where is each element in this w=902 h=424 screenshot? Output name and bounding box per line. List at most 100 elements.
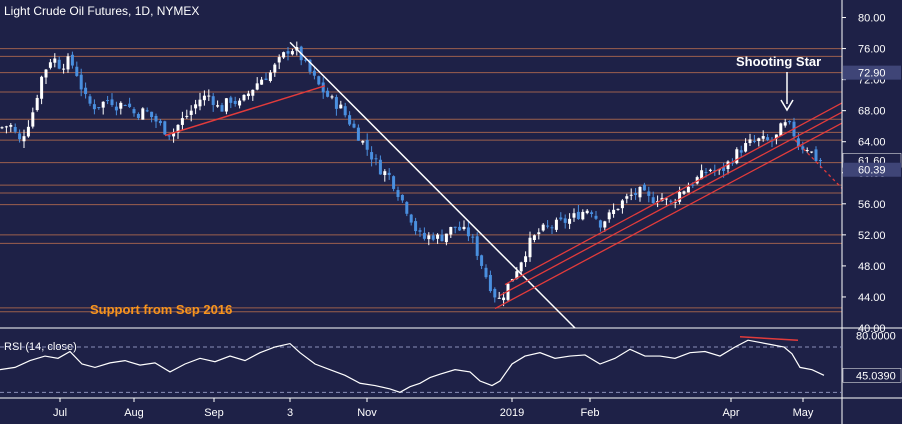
x-tick-label-1: Aug	[124, 407, 144, 419]
candle-body-51	[224, 98, 228, 112]
candle-body-60	[264, 78, 268, 80]
candle-body-44	[194, 104, 198, 109]
candle-body-146	[642, 184, 646, 191]
candle-body-81	[356, 127, 360, 141]
candle-body-76	[334, 97, 338, 109]
candle-body-95	[418, 230, 422, 232]
candle-body-21	[92, 104, 96, 110]
y-tick-label-6: 56.00	[858, 199, 886, 211]
candle-body-143	[629, 194, 633, 196]
candle-body-127	[559, 217, 563, 220]
y-tick-label-3: 68.00	[858, 106, 886, 118]
candle-body-2	[9, 125, 13, 127]
candle-body-17	[75, 66, 79, 76]
candle-body-75	[330, 96, 334, 98]
candle-body-50	[220, 105, 224, 112]
candle-body-38	[167, 135, 171, 137]
candle-body-53	[233, 100, 237, 104]
candle-body-124	[546, 225, 550, 227]
candle-body-25	[110, 99, 114, 106]
rsi-line	[0, 339, 825, 393]
candle-body-135	[594, 215, 598, 219]
candle-body-152	[669, 200, 673, 202]
candle-body-100	[440, 234, 444, 242]
y-tick-label-0: 80.00	[858, 13, 886, 25]
candle-body-139	[612, 209, 616, 215]
channel-line-mid	[499, 111, 843, 296]
candle-body-89	[392, 176, 396, 189]
candle-body-156	[686, 186, 690, 193]
candle-body-12	[53, 58, 57, 63]
candle-body-28	[123, 105, 127, 107]
candle-body-78	[343, 106, 347, 116]
rsi-divergence-line	[739, 336, 799, 341]
candle-body-71	[312, 70, 316, 76]
candle-body-84	[370, 152, 374, 160]
price-badge-label-2: 60.39	[858, 165, 886, 177]
candle-body-138	[607, 212, 611, 220]
candle-body-132	[581, 211, 585, 220]
candle-body-133	[585, 210, 589, 214]
candle-body-112	[493, 288, 497, 298]
candle-body-24	[106, 100, 110, 102]
candle-body-134	[590, 212, 594, 214]
candle-body-177	[779, 123, 783, 137]
dotted-projection	[794, 139, 843, 189]
candle-body-16	[70, 54, 74, 66]
x-tick-label-7: Apr	[722, 407, 739, 419]
candle-body-145	[638, 186, 642, 198]
candle-body-113	[497, 297, 501, 299]
annotation-shooting-star: Shooting Star	[736, 54, 821, 69]
rsi-title: RSI (14, close)	[4, 341, 77, 353]
candle-body-185	[814, 149, 818, 162]
candle-body-20	[88, 96, 92, 104]
x-tick-label-5: 2019	[500, 407, 524, 419]
candle-body-74	[326, 90, 330, 97]
candle-body-3	[13, 127, 17, 132]
x-tick-label-3: 3	[287, 407, 293, 419]
candle-body-155	[682, 191, 686, 194]
y-tick-label-10: 40.00	[858, 323, 886, 335]
x-tick-label-4: Nov	[357, 407, 377, 419]
candle-body-178	[783, 122, 787, 126]
candle-body-31	[136, 113, 140, 118]
chart-title: Light Crude Oil Futures, 1D, NYMEX	[4, 4, 200, 18]
candle-body-69	[304, 59, 308, 61]
candle-body-173	[761, 136, 765, 139]
candle-body-97	[427, 235, 431, 240]
candle-body-148	[651, 197, 655, 204]
candle-body-14	[62, 68, 66, 70]
candle-body-99	[436, 234, 440, 239]
candle-body-22	[97, 107, 101, 109]
candle-body-130	[572, 213, 576, 218]
candle-body-90	[396, 190, 400, 197]
candle-body-32	[141, 108, 145, 120]
candle-body-6	[26, 126, 30, 137]
candle-body-129	[568, 218, 572, 224]
candle-body-183	[805, 150, 809, 152]
candle-body-33	[145, 110, 149, 112]
candle-body-174	[766, 137, 770, 141]
candle-body-103	[453, 226, 457, 228]
candle-body-65	[286, 51, 290, 54]
x-tick-label-0: Jul	[53, 407, 67, 419]
candle-body-140	[616, 208, 620, 210]
candle-body-105	[462, 226, 466, 230]
candle-body-108	[475, 236, 479, 256]
candle-body-35	[154, 115, 158, 122]
candle-body-144	[634, 193, 638, 195]
candle-body-61	[268, 72, 272, 81]
candle-body-43	[189, 110, 193, 115]
candle-body-142	[625, 196, 629, 199]
price-badge-label-0: 72.90	[858, 68, 886, 80]
candle-body-41	[180, 118, 184, 125]
channel-line-upper	[504, 102, 843, 286]
candle-body-56	[246, 93, 250, 97]
candle-body-118	[519, 262, 523, 272]
candle-body-55	[242, 94, 246, 101]
candle-body-8	[35, 97, 39, 111]
candle-body-102	[449, 226, 453, 235]
candle-body-4	[18, 133, 22, 140]
candle-body-160	[704, 172, 708, 174]
